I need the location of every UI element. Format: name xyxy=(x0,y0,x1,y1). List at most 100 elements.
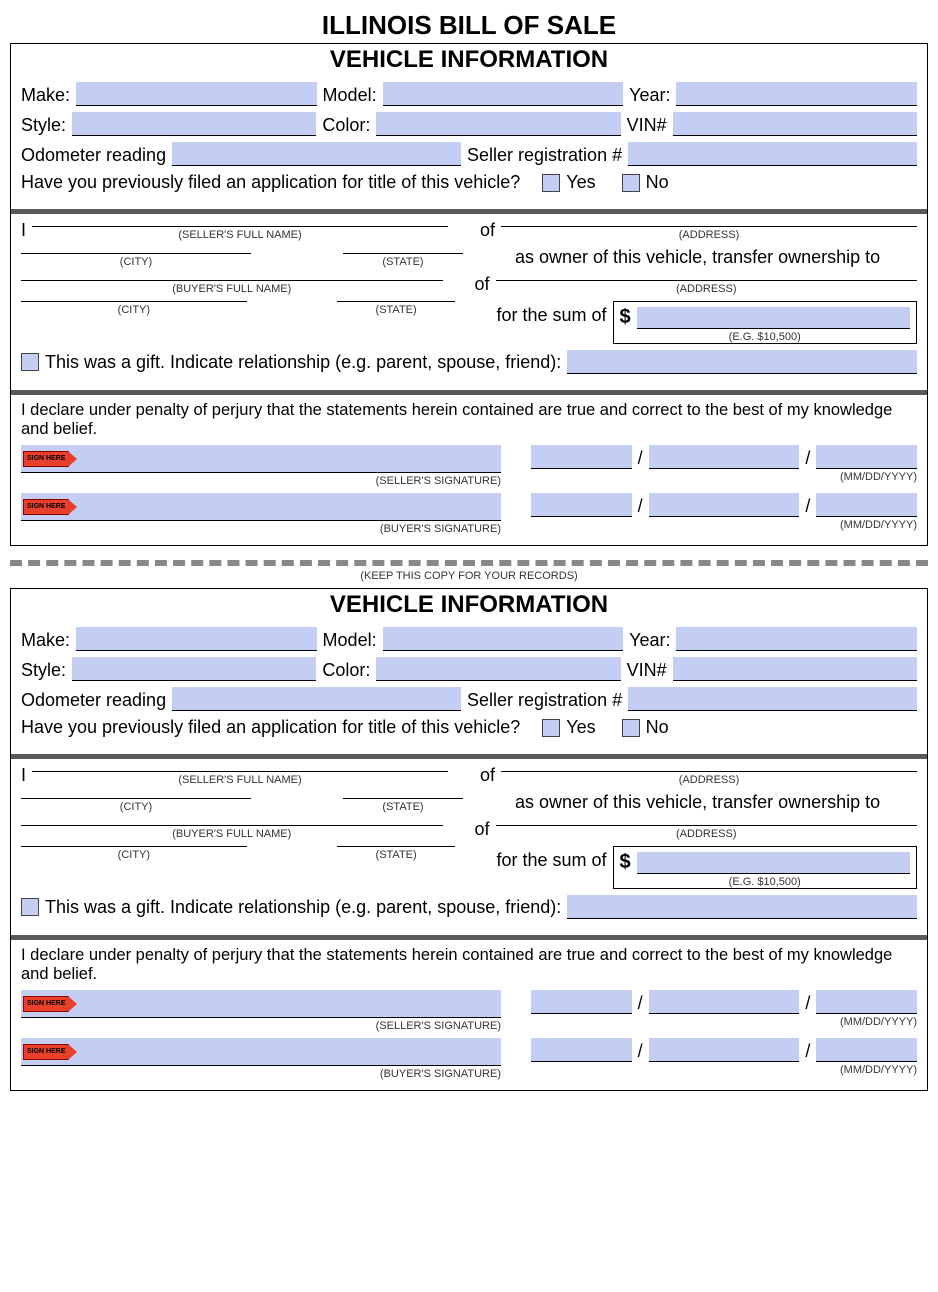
prev-title-question: Have you previously filed an application… xyxy=(21,717,520,738)
buyer-state-field[interactable] xyxy=(337,301,455,302)
buyer-date-dd-field[interactable] xyxy=(649,1038,800,1062)
vin-field[interactable] xyxy=(673,112,917,136)
seller-date-caption: (MM/DD/YYYY) xyxy=(531,471,917,483)
declaration-section: I declare under penalty of perjury that … xyxy=(11,395,927,545)
model-field[interactable] xyxy=(383,82,624,106)
seller-city-field[interactable] xyxy=(21,253,251,254)
buyer-state-field[interactable] xyxy=(337,846,455,847)
model-field[interactable] xyxy=(383,627,624,651)
style-label: Style: xyxy=(21,660,66,681)
seller-date-dd-field[interactable] xyxy=(649,990,800,1014)
model-label: Model: xyxy=(323,85,377,106)
color-field[interactable] xyxy=(376,657,620,681)
style-field[interactable] xyxy=(72,657,316,681)
buyer-date-mm-field[interactable] xyxy=(531,493,632,517)
gift-checkbox[interactable] xyxy=(21,353,39,371)
seller-date-caption: (MM/DD/YYYY) xyxy=(531,1016,917,1028)
gift-relationship-field[interactable] xyxy=(567,895,917,919)
seller-date-mm-field[interactable] xyxy=(531,990,632,1014)
seller-date-yyyy-field[interactable] xyxy=(816,990,917,1014)
vehicle-info-heading: VEHICLE INFORMATION xyxy=(11,589,927,621)
transfer-section: I (SELLER'S FULL NAME) of (ADDRESS) (CIT… xyxy=(11,759,927,935)
buyer-signature-caption: (BUYER'S SIGNATURE) xyxy=(21,523,501,535)
sign-here-icon: SIGN HERE xyxy=(23,996,69,1012)
make-label: Make: xyxy=(21,630,70,651)
seller-date-yyyy-field[interactable] xyxy=(816,445,917,469)
year-label: Year: xyxy=(629,85,670,106)
no-label: No xyxy=(646,717,669,738)
color-field[interactable] xyxy=(376,112,620,136)
buyer-signature-caption: (BUYER'S SIGNATURE) xyxy=(21,1068,501,1080)
tear-line xyxy=(10,560,928,566)
buyer-signature-field[interactable]: SIGN HERE xyxy=(21,1038,501,1066)
sale-amount-field[interactable] xyxy=(637,307,910,329)
seller-reg-field[interactable] xyxy=(628,142,917,166)
seller-name-field[interactable] xyxy=(32,226,448,227)
style-field[interactable] xyxy=(72,112,316,136)
odometer-label: Odometer reading xyxy=(21,690,166,711)
seller-city-field[interactable] xyxy=(21,798,251,799)
buyer-date-mm-field[interactable] xyxy=(531,1038,632,1062)
seller-name-field[interactable] xyxy=(32,771,448,772)
gift-relationship-field[interactable] xyxy=(567,350,917,374)
for-sum-label: for the sum of xyxy=(496,301,606,326)
buyer-name-field[interactable] xyxy=(21,280,443,281)
sign-here-icon: SIGN HERE xyxy=(23,451,69,467)
make-field[interactable] xyxy=(76,627,317,651)
gift-text: This was a gift. Indicate relationship (… xyxy=(45,352,561,373)
buyer-name-field[interactable] xyxy=(21,825,443,826)
seller-address-caption: (ADDRESS) xyxy=(679,229,740,241)
sale-amount-box: $ (E.G. $10,500) xyxy=(613,301,918,344)
seller-address-caption: (ADDRESS) xyxy=(679,774,740,786)
seller-signature-field[interactable]: SIGN HERE xyxy=(21,445,501,473)
seller-reg-label: Seller registration # xyxy=(467,690,622,711)
buyer-city-field[interactable] xyxy=(21,301,247,302)
year-label: Year: xyxy=(629,630,670,651)
vehicle-info-section: Make: Model: Year: Style: Color: VIN# Od… xyxy=(11,76,927,209)
buyer-city-field[interactable] xyxy=(21,846,247,847)
seller-state-caption: (STATE) xyxy=(382,801,423,813)
slash-icon: / xyxy=(638,993,643,1014)
slash-icon: / xyxy=(805,1041,810,1062)
no-checkbox[interactable] xyxy=(622,174,640,192)
vin-field[interactable] xyxy=(673,657,917,681)
seller-state-field[interactable] xyxy=(343,798,463,799)
yes-checkbox[interactable] xyxy=(542,174,560,192)
yes-checkbox[interactable] xyxy=(542,719,560,737)
vehicle-info-heading: VEHICLE INFORMATION xyxy=(11,44,927,76)
seller-state-field[interactable] xyxy=(343,253,463,254)
buyer-address-field[interactable] xyxy=(496,825,918,826)
buyer-state-caption: (STATE) xyxy=(376,849,417,861)
seller-signature-caption: (SELLER'S SIGNATURE) xyxy=(21,475,501,487)
buyer-signature-field[interactable]: SIGN HERE xyxy=(21,493,501,521)
no-checkbox[interactable] xyxy=(622,719,640,737)
make-label: Make: xyxy=(21,85,70,106)
buyer-date-yyyy-field[interactable] xyxy=(816,493,917,517)
buyer-date-dd-field[interactable] xyxy=(649,493,800,517)
buyer-name-caption: (BUYER'S FULL NAME) xyxy=(172,828,291,840)
sign-here-icon: SIGN HERE xyxy=(23,1044,69,1060)
odometer-field[interactable] xyxy=(172,687,461,711)
buyer-date-caption: (MM/DD/YYYY) xyxy=(531,519,917,531)
seller-date-mm-field[interactable] xyxy=(531,445,632,469)
year-field[interactable] xyxy=(676,627,917,651)
seller-reg-field[interactable] xyxy=(628,687,917,711)
gift-checkbox[interactable] xyxy=(21,898,39,916)
no-label: No xyxy=(646,172,669,193)
make-field[interactable] xyxy=(76,82,317,106)
buyer-address-caption: (ADDRESS) xyxy=(676,283,737,295)
eg-amount-caption: (E.G. $10,500) xyxy=(729,331,801,343)
sale-amount-field[interactable] xyxy=(637,852,910,874)
seller-signature-field[interactable]: SIGN HERE xyxy=(21,990,501,1018)
seller-date-dd-field[interactable] xyxy=(649,445,800,469)
odometer-field[interactable] xyxy=(172,142,461,166)
year-field[interactable] xyxy=(676,82,917,106)
color-label: Color: xyxy=(322,660,370,681)
seller-address-field[interactable] xyxy=(501,771,917,772)
seller-address-field[interactable] xyxy=(501,226,917,227)
buyer-date-yyyy-field[interactable] xyxy=(816,1038,917,1062)
buyer-address-field[interactable] xyxy=(496,280,918,281)
owner-transfer-text: as owner of this vehicle, transfer owner… xyxy=(515,247,917,268)
sale-amount-box: $ (E.G. $10,500) xyxy=(613,846,918,889)
dollar-sign: $ xyxy=(620,306,631,329)
